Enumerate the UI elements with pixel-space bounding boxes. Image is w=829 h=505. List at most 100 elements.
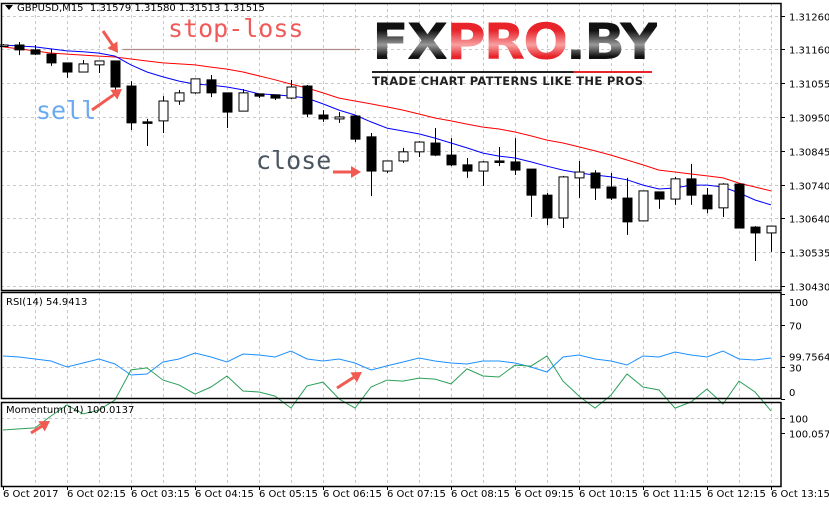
candle-bearish[interactable] [622,197,633,223]
candle-bearish[interactable] [350,115,361,140]
rsi-title: RSI(14) 54.9413 [6,297,87,308]
candle-bearish[interactable] [206,79,217,94]
logo-rule [372,71,652,73]
price-axis-label: 1.30740 [789,182,829,193]
candle-bearish[interactable] [446,154,457,166]
time-axis-label: 6 Oct 06:15 [323,489,382,500]
price-axis-label: 1.30950 [789,114,829,125]
dropdown-triangle-icon[interactable] [5,5,13,10]
red-arrow-icon [101,30,118,53]
candle-bearish[interactable] [110,60,121,88]
candle-bearish[interactable] [62,62,73,73]
candle-bullish[interactable] [94,60,105,66]
candle-bearish[interactable] [318,114,329,120]
candle-bullish[interactable] [238,92,249,112]
moving-average-fast-line [2,44,772,206]
moving-average-slow-line [2,46,772,192]
candle-bullish[interactable] [190,78,201,94]
candle-bearish[interactable] [126,85,137,124]
time-axis-label: 6 Oct 07:15 [387,489,446,500]
time-axis-label: 6 Oct 03:15 [131,489,190,500]
candle-bearish[interactable] [430,142,441,156]
momentum-line [2,355,772,431]
candle-bearish[interactable] [46,53,57,64]
candle-bearish[interactable] [542,194,553,219]
candle-bearish[interactable] [654,191,665,200]
candle-bullish[interactable] [398,151,409,162]
logo-pro: PRO [446,13,568,71]
candle-bullish[interactable] [414,141,425,153]
candle-bearish[interactable] [526,168,537,196]
rsi-axis-label: 100 [789,298,808,309]
candle-bearish[interactable] [750,226,761,234]
time-axis-label: 6 Oct 11:15 [643,489,702,500]
logo-fx: FX [372,13,448,71]
candle-bearish[interactable] [494,160,505,163]
price-axis-label: 1.30535 [789,249,829,260]
momentum-axis-label: 100.0579 [789,430,829,441]
time-axis-label: 6 Oct 09:15 [515,489,574,500]
time-axis-label: 6 Oct 05:15 [259,489,318,500]
candle-bearish[interactable] [702,194,713,210]
candle-bullish[interactable] [286,86,297,99]
candle-bearish[interactable] [510,161,521,171]
price-axis-label: 1.30430 [789,283,829,294]
candle-bearish[interactable] [590,172,601,189]
candle-bearish[interactable] [302,85,313,115]
time-axis-label: 6 Oct 2017 [3,489,58,500]
rsi-line [2,350,772,376]
candle-bearish[interactable] [222,92,233,113]
candle-bullish[interactable] [158,100,169,122]
sell-label: sell [36,96,97,125]
time-axis-label: 6 Oct 10:15 [579,489,638,500]
red-arrow-icon [336,372,362,390]
candle-bullish[interactable] [638,190,649,222]
candle-bullish[interactable] [718,183,729,209]
momentum-axis-label: 99.7564 [789,353,829,364]
chart-header: GBPUSD,M15 1.31579 1.31580 1.31513 1.315… [5,3,265,14]
candle-bearish[interactable] [270,94,281,99]
rsi-axis-label: 0 [789,388,795,399]
candle-bullish[interactable] [382,160,393,172]
time-axis-label: 6 Oct 12:15 [707,489,766,500]
candle-bullish[interactable] [334,116,345,120]
price-axis-label: 1.31260 [789,13,829,24]
price-axis-label: 1.30640 [789,215,829,226]
red-arrow-icon [30,421,50,435]
candle-bearish[interactable] [254,93,265,97]
time-axis-label: 6 Oct 02:15 [67,489,126,500]
candle-bullish[interactable] [766,225,777,234]
panel-frame-rsi [0,291,782,400]
logo-tagline: TRADE CHART PATTERNS LIKE THE PROS [372,74,644,88]
time-axis-label: 6 Oct 04:15 [195,489,254,500]
panel-frame-main [0,2,782,292]
candle-bearish[interactable] [30,49,41,55]
price-axis-label: 1.31055 [789,80,829,91]
candle-bearish[interactable] [14,44,25,51]
time-axis-label: 6 Oct 08:15 [451,489,510,500]
candle-bullish[interactable] [558,176,569,219]
logo-wordmark: FXPRO.BY [372,13,659,71]
candle-bullish[interactable] [174,92,185,102]
panel-frame-mom [0,401,782,488]
candle-bullish[interactable] [0,44,9,47]
close-label: close [256,146,332,175]
candle-bullish[interactable] [478,161,489,172]
price-axis-label: 1.30845 [789,148,829,159]
time-axis-label: 6 Oct 13:15 [771,489,829,500]
momentum-title: Momentum(14) 100.0137 [6,405,134,416]
fxpro-logo: FXPRO.BY TRADE CHART PATTERNS LIKE THE P… [370,13,660,88]
red-arrow-icon [91,89,122,112]
candle-bearish[interactable] [686,178,697,196]
candle-bearish[interactable] [734,183,745,229]
candle-bearish[interactable] [606,186,617,199]
candle-bearish[interactable] [462,164,473,172]
candle-bearish[interactable] [142,121,153,124]
red-arrow-icon [333,166,361,178]
candle-bullish[interactable] [78,63,89,73]
candle-bullish[interactable] [670,178,681,200]
candle-bearish[interactable] [366,136,377,172]
candle-bullish[interactable] [574,171,585,179]
